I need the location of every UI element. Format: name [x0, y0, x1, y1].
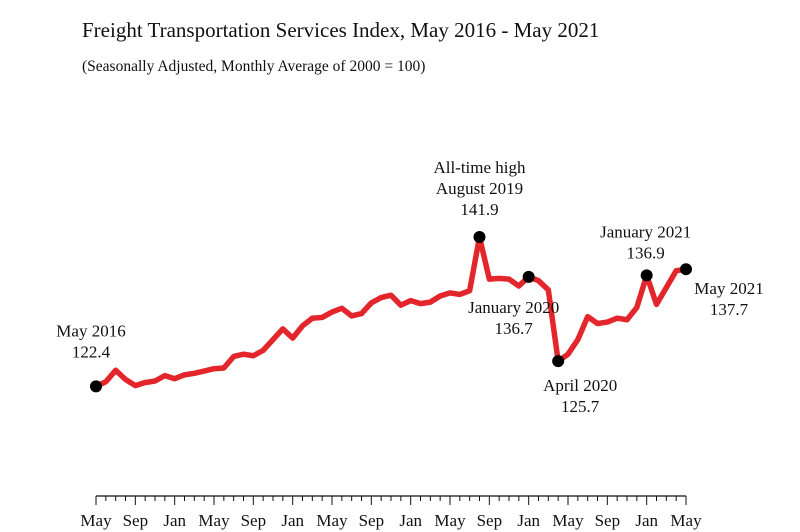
chart-subtitle: (Seasonally Adjusted, Monthly Average of…: [82, 58, 426, 75]
x-tick-label: Jan: [163, 511, 186, 530]
x-tick-label: May: [80, 511, 112, 530]
data-annotation: May 2021 137.7: [694, 279, 763, 319]
marker-layer: [90, 231, 692, 393]
x-tick-label: May: [670, 511, 702, 530]
data-point-marker: [90, 380, 102, 393]
x-tick-label: May: [316, 511, 348, 530]
x-tick-label: Jan: [517, 511, 540, 530]
series-line: [93, 234, 689, 390]
data-point-marker: [680, 263, 692, 276]
data-annotation: January 2021 136.9: [600, 222, 691, 262]
data-point-marker: [522, 270, 535, 283]
x-tick-label: May: [552, 511, 584, 530]
x-tick-label: May: [198, 511, 230, 530]
data-point-marker: [473, 231, 486, 244]
x-tick-label: Sep: [359, 511, 385, 530]
data-annotation: All-time high August 2019 141.9: [433, 158, 526, 219]
x-axis: May Sep Jan May Sep Jan May Sep Jan May Sep Jan May S…: [80, 495, 702, 530]
chart-title: Freight Transportation Services Index, M…: [82, 18, 600, 42]
data-point-marker: [640, 269, 653, 282]
x-tick-label: Sep: [477, 511, 503, 530]
x-tick-label: Sep: [241, 511, 267, 530]
x-tick-label: Sep: [123, 511, 149, 530]
x-tick-label: Jan: [399, 511, 422, 530]
data-annotation: May 2016 122.4: [56, 321, 125, 361]
data-annotation: January 2020 136.7: [468, 298, 559, 338]
x-tick-label: Jan: [635, 511, 658, 530]
x-tick-label: May: [434, 511, 466, 530]
annotation-layer: May 2016 122.4 All-time high August 2019 141…: [56, 158, 763, 416]
data-annotation: April 2020 125.7: [543, 376, 617, 416]
data-point-marker: [552, 355, 565, 368]
x-tick-label: Sep: [595, 511, 621, 530]
series-layer: [93, 234, 689, 390]
x-tick-label: Jan: [281, 511, 304, 530]
